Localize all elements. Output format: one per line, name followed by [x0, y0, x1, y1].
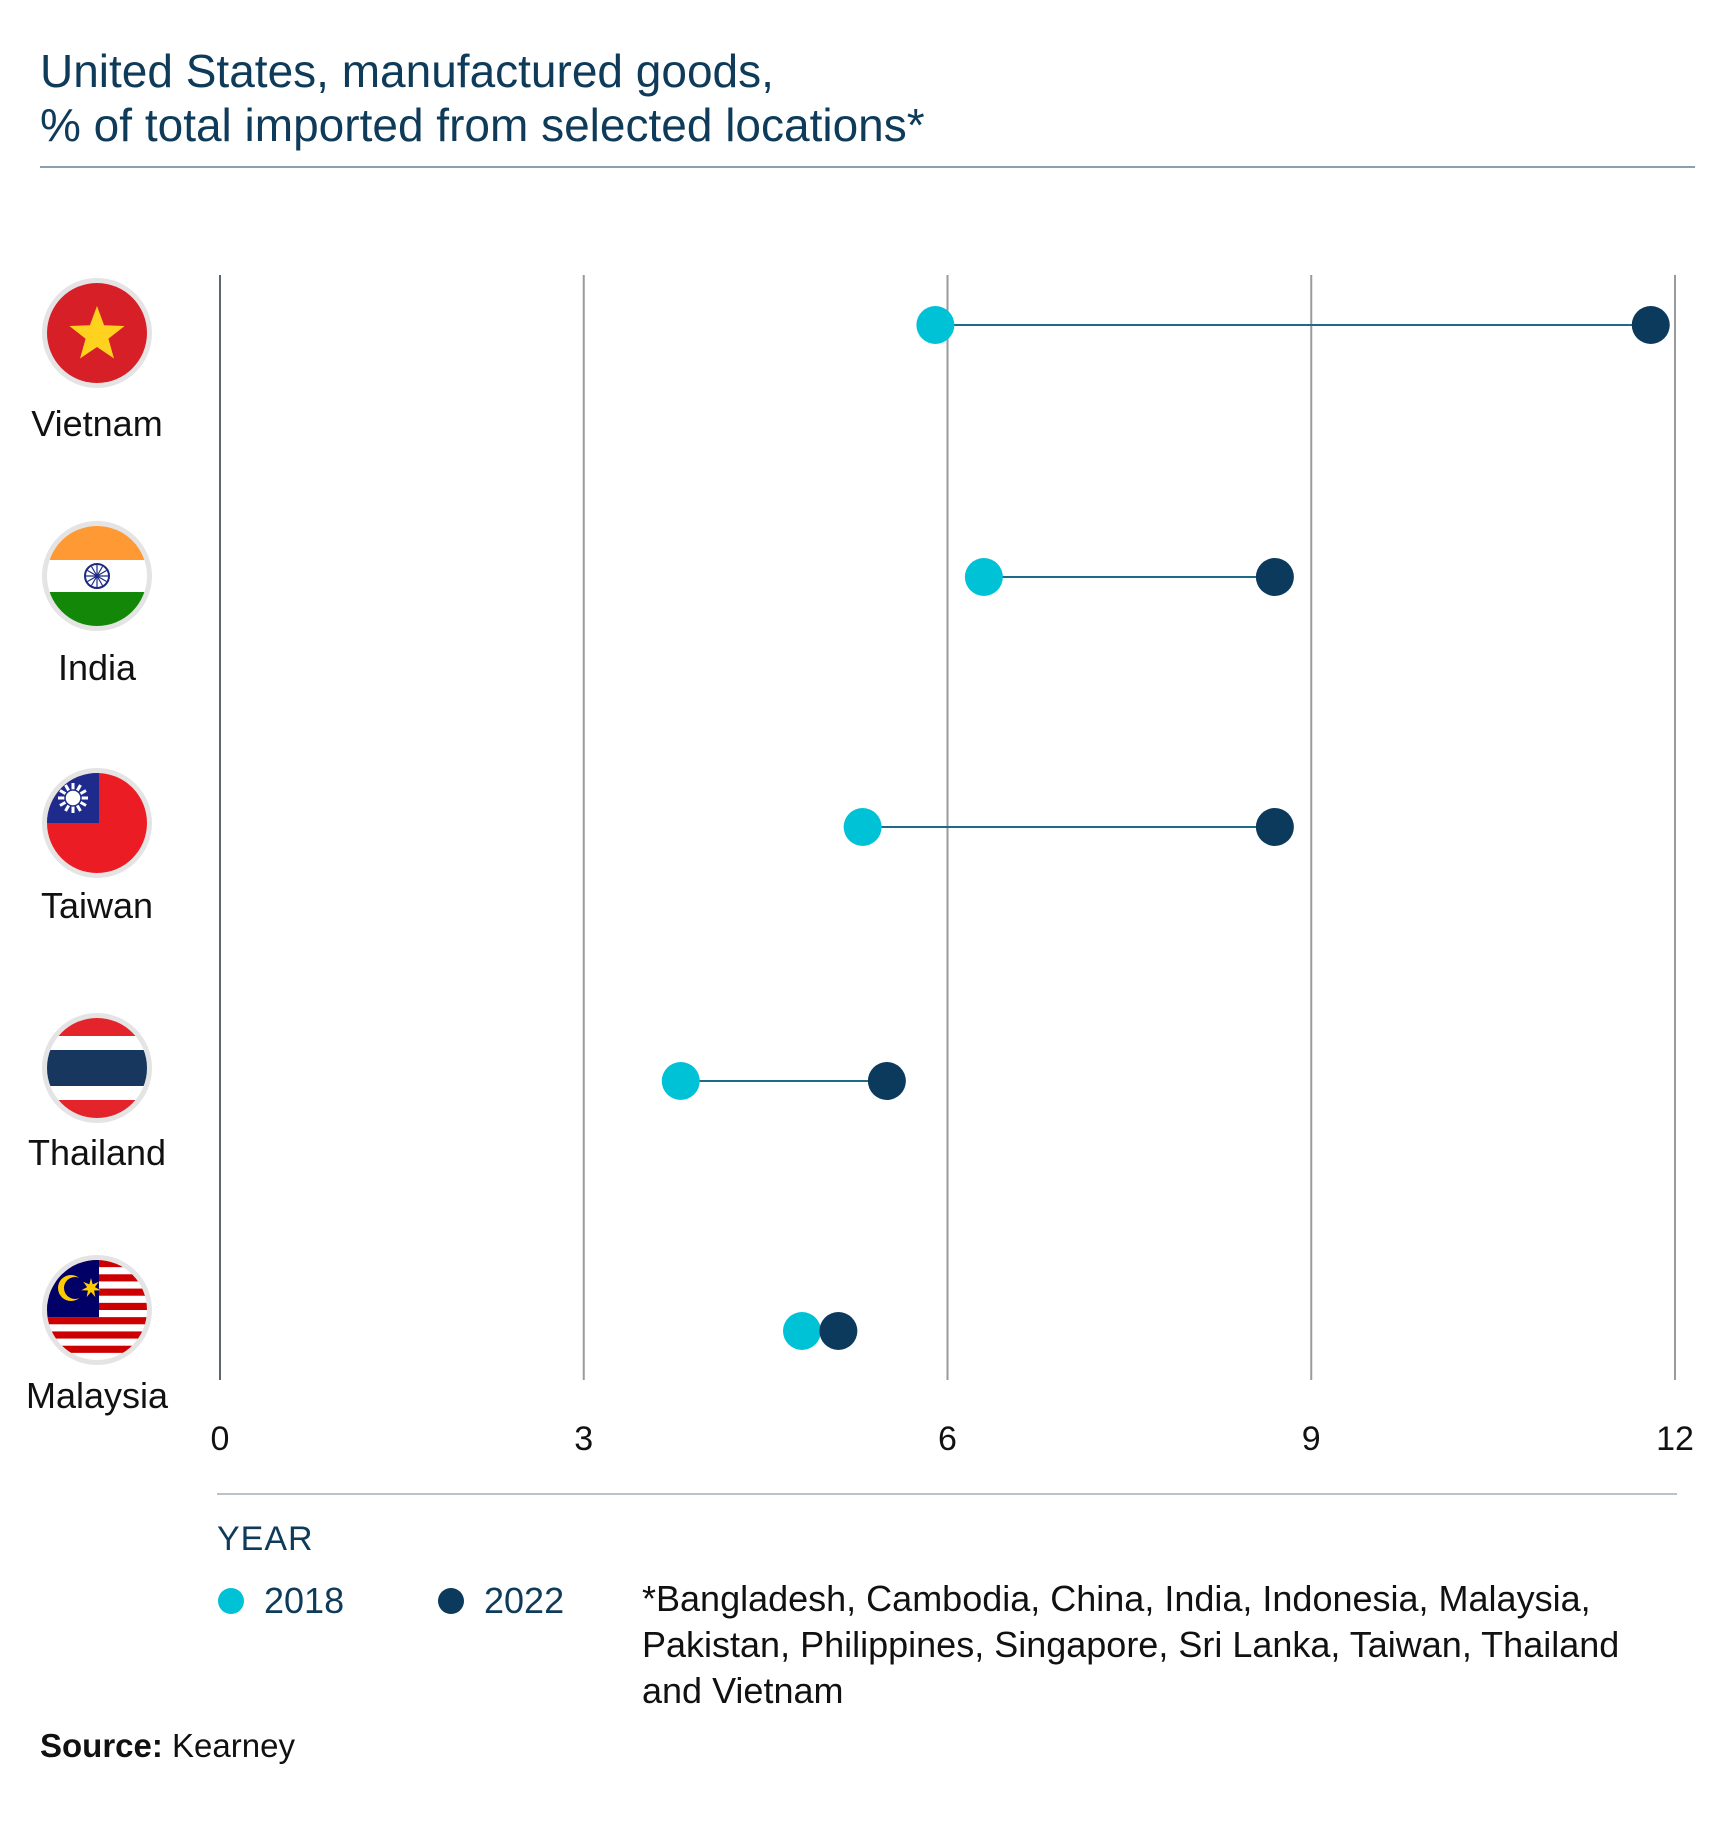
legend-item-2018: 2018 [218, 1580, 344, 1622]
legend-title: YEAR [217, 1520, 314, 1558]
malaysia-flag-icon [42, 1255, 152, 1365]
legend-item-2022: 2022 [438, 1580, 564, 1622]
chart-title: United States, manufactured goods, % of … [40, 44, 1640, 152]
thailand-flag-icon [42, 1013, 152, 1123]
source-text: Kearney [162, 1727, 295, 1764]
point-2018 [916, 306, 955, 344]
x-tick-label: 3 [574, 1420, 593, 1458]
point-2018 [783, 1312, 821, 1350]
source-note: Source: Kearney [40, 1727, 295, 1765]
legend-label-2022: 2022 [484, 1580, 565, 1621]
country-label: Thailand [28, 1132, 166, 1173]
x-tick-label: 6 [938, 1420, 957, 1458]
x-tick-label: 9 [1302, 1420, 1321, 1458]
legend-dot-2022 [438, 1588, 464, 1614]
point-2022 [1255, 558, 1294, 596]
country-label: Taiwan [41, 885, 153, 926]
source-label: Source: [40, 1727, 163, 1764]
point-2022 [1631, 306, 1670, 344]
taiwan-flag-icon [42, 768, 152, 878]
legend-label-2018: 2018 [264, 1580, 345, 1621]
point-2022 [819, 1312, 858, 1350]
title-line-2: % of total imported from selected locati… [40, 99, 925, 151]
x-axis-ticks: 0 3 6 9 12 [211, 1420, 1694, 1458]
point-2018 [661, 1062, 700, 1100]
data-marks [661, 306, 1670, 1350]
legend-dot-2018 [218, 1588, 244, 1614]
point-2022 [867, 1062, 906, 1100]
footnote: *Bangladesh, Cambodia, China, India, Ind… [642, 1578, 1620, 1711]
country-label: India [58, 647, 137, 688]
dumbbell-chart: Vietnam India Taiwan Thailand Malaysia 0 3 6 9 1… [26, 275, 1694, 1458]
legend-divider [217, 1493, 1677, 1495]
country-label: Vietnam [31, 403, 162, 444]
point-2018 [964, 558, 1003, 596]
country-label: Malaysia [26, 1375, 169, 1416]
x-tick-label: 12 [1656, 1420, 1694, 1458]
title-line-1: United States, manufactured goods, [40, 45, 774, 97]
x-tick-label: 0 [211, 1420, 230, 1458]
point-2022 [1255, 808, 1294, 846]
title-divider [40, 166, 1695, 168]
india-flag-icon [42, 521, 152, 631]
vietnam-flag-icon [42, 278, 152, 388]
point-2018 [843, 808, 882, 846]
flag-column: Vietnam India Taiwan Thailand Malaysia [26, 278, 169, 1416]
